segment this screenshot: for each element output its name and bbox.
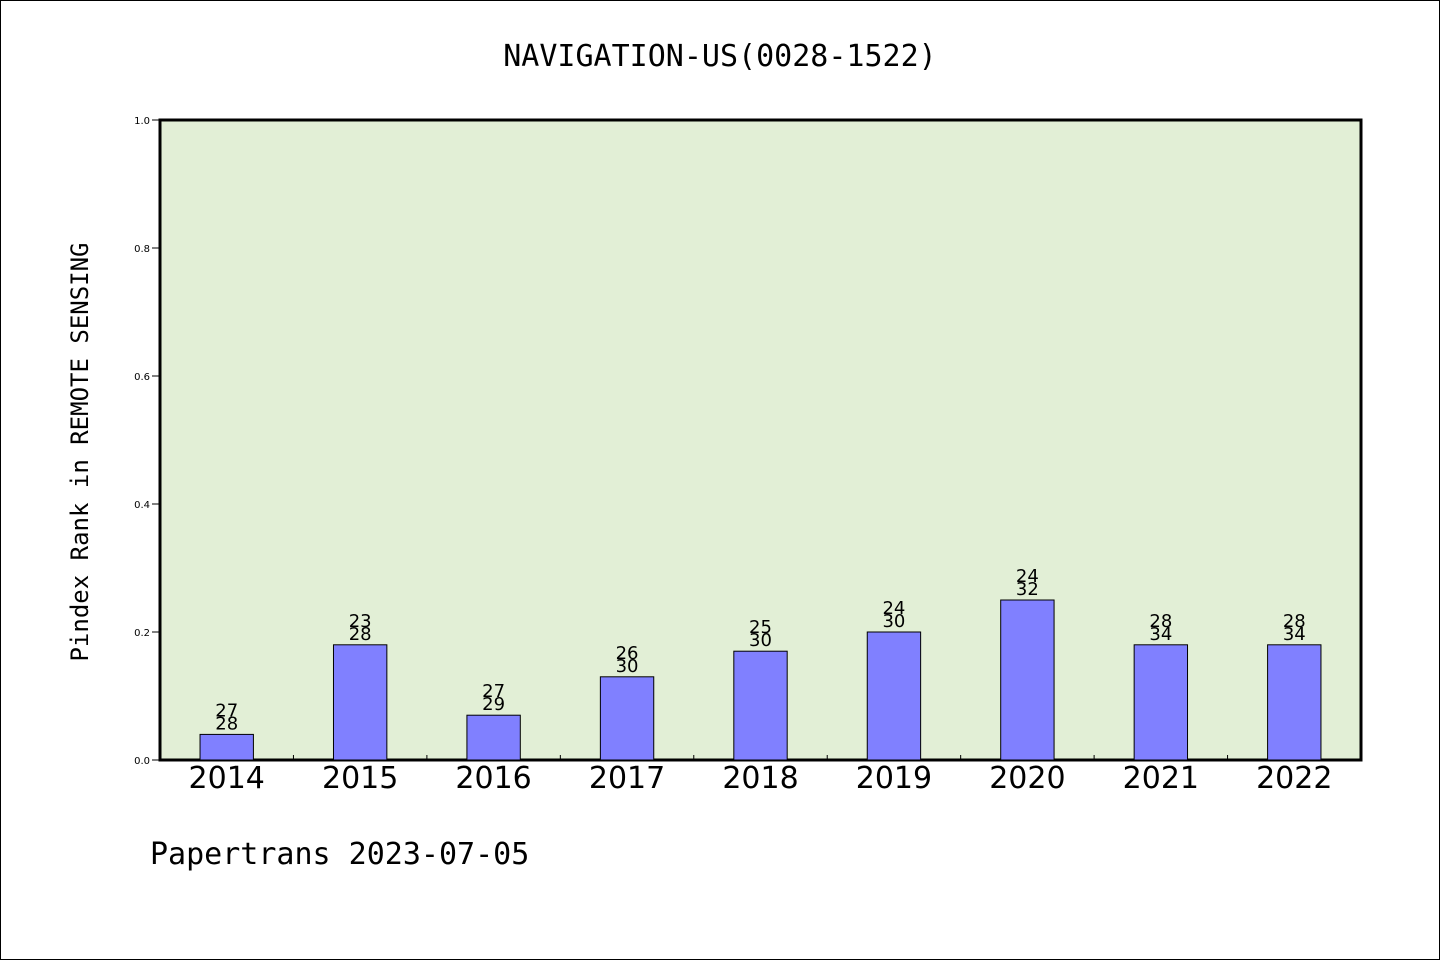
x-tick-label: 2015: [322, 761, 398, 796]
bar-label-bottom: 34: [1149, 624, 1172, 645]
bar-label-top: 26: [616, 643, 639, 664]
y-tick-label: 0.6: [134, 372, 150, 383]
y-axis: 0.0 0.2 0.4 0.6 0.8 1.0: [134, 116, 160, 767]
footer-credit: Papertrans 2023-07-05: [150, 837, 529, 872]
bar-label-bottom: 30: [616, 656, 639, 677]
bar-2019: [866, 631, 922, 761]
bar-label-top: 23: [349, 611, 372, 632]
bar-2017: [599, 676, 655, 761]
y-axis-label: Pindex Rank in REMOTE SENSING: [66, 242, 94, 661]
x-tick-label: 2022: [1256, 761, 1332, 796]
bar-2016: [466, 714, 521, 761]
bar-label-top: 27: [482, 681, 505, 702]
bar-2020: [1000, 599, 1055, 761]
x-tick-label: 2019: [856, 761, 932, 796]
y-tick-label: 0.4: [134, 500, 150, 511]
bar-2018: [733, 650, 788, 761]
bar-label-top: 28: [1283, 611, 1306, 632]
y-tick-label: 0.2: [134, 628, 150, 639]
x-tick-label: 2020: [989, 761, 1065, 796]
bars: [199, 599, 1322, 761]
bar-label-bottom: 29: [482, 694, 505, 715]
bar-label-top: 25: [749, 617, 772, 638]
bar-label-top: 24: [882, 598, 905, 619]
bar-label-bottom: 28: [215, 713, 238, 734]
bar-label-top: 28: [1149, 611, 1172, 632]
y-tick-label: 1.0: [134, 116, 150, 127]
chart-title: NAVIGATION-US(0028-1522): [503, 39, 936, 74]
bar-label-top: 27: [215, 700, 238, 721]
x-tick-label: 2016: [455, 761, 531, 796]
bar-2022: [1267, 644, 1322, 761]
x-tick-label: 2017: [589, 761, 665, 796]
bar-label-bottom: 30: [749, 630, 772, 651]
y-tick-label: 0.0: [134, 756, 150, 767]
bar-label-bottom: 34: [1283, 624, 1306, 645]
bar-2014: [199, 733, 254, 761]
bar-2021: [1133, 644, 1189, 761]
x-tick-label: 2021: [1123, 761, 1199, 796]
x-tick-label: 2018: [722, 761, 798, 796]
bar-label-top: 24: [1016, 566, 1039, 587]
bar-2015: [332, 644, 388, 761]
bar-label-bottom: 32: [1016, 579, 1039, 600]
bar-label-bottom: 30: [882, 611, 905, 632]
y-tick-label: 0.8: [134, 244, 150, 255]
bar-label-bottom: 28: [349, 624, 372, 645]
x-axis: 2014 2015 2016 2017 2018 2019 2020 2021 2022: [189, 755, 1332, 796]
x-tick-label: 2014: [189, 761, 265, 796]
